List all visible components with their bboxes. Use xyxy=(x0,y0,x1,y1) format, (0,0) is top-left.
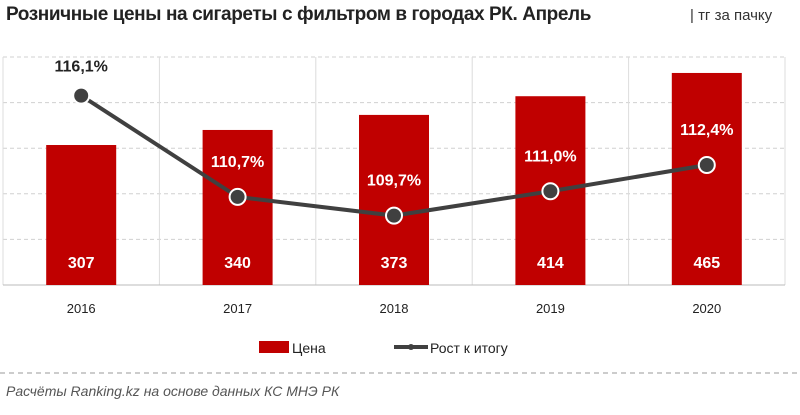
x-tick-label: 2020 xyxy=(692,301,721,316)
line-value-label: 111,0% xyxy=(524,148,577,165)
bar-value-label: 307 xyxy=(68,255,95,272)
bar-value-label: 373 xyxy=(381,255,408,272)
line-point-2020 xyxy=(697,156,716,174)
line-value-label: 112,4% xyxy=(680,122,733,139)
line-value-label: 110,7% xyxy=(211,154,264,171)
line-point-2016 xyxy=(72,86,91,105)
line-value-label: 116,1% xyxy=(55,59,108,76)
bar-value-label: 465 xyxy=(693,255,720,272)
bar-value-label: 340 xyxy=(224,255,251,272)
line-value-label: 109,7% xyxy=(367,173,421,190)
chart-title: Розничные цены на сигареты с фильтром в … xyxy=(6,4,591,25)
bar-2016 xyxy=(46,145,117,285)
line-point-2017 xyxy=(228,187,247,206)
x-tick-label: 2017 xyxy=(223,301,252,316)
x-tick-label: 2016 xyxy=(67,301,96,316)
x-tick-label: 2018 xyxy=(380,301,409,316)
legend-swatch-bar xyxy=(259,341,289,353)
bar-2018 xyxy=(359,114,429,285)
bar-value-label: 414 xyxy=(537,255,564,272)
line-point-2018 xyxy=(385,206,403,225)
bar-2017 xyxy=(202,129,273,285)
bar-2020 xyxy=(671,72,742,286)
legend-label-bar: Цена xyxy=(292,340,326,356)
source-note: Расчёты Ranking.kz на основе данных КС М… xyxy=(6,383,340,399)
x-tick-label: 2019 xyxy=(536,301,565,316)
line-point-2019 xyxy=(541,182,560,201)
legend-label-line: Рост к итогу xyxy=(430,340,508,356)
chart-unit: | тг за пачку xyxy=(690,7,773,24)
legend-marker-line xyxy=(408,344,414,350)
